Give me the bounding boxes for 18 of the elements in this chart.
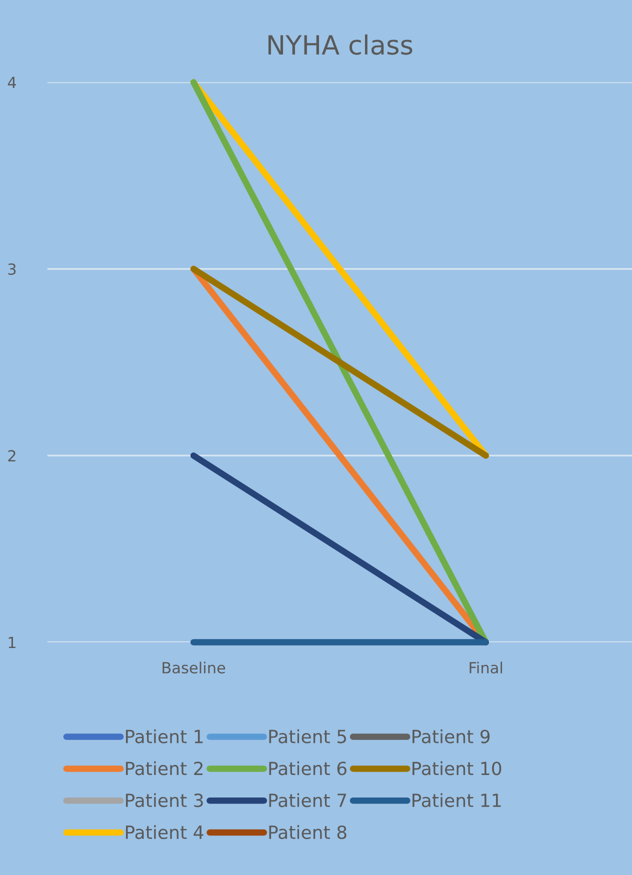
y-tick-label: 1 [8,636,16,648]
x-tick-label: Final [470,662,502,674]
legend-label: Patient 9 [412,729,490,744]
legend-label: Patient 5 [269,729,346,744]
legend-label: Patient 1 [126,729,203,744]
y-tick-label: 2 [8,450,16,462]
x-tick-label: Baseline [162,662,226,674]
legend-label: Patient 7 [269,793,346,808]
legend-label: Patient 4 [126,825,204,840]
legend-label: Patient 6 [269,761,346,776]
legend-label: Patient 10 [412,761,502,776]
chart-title: NYHA class [268,34,412,55]
legend-label: Patient 3 [126,793,203,808]
legend-label: Patient 2 [126,761,202,776]
y-tick-label: 3 [8,263,16,275]
legend-label: Patient 11 [412,793,501,808]
y-tick-label: 4 [8,76,16,88]
legend-label: Patient 8 [269,825,346,840]
